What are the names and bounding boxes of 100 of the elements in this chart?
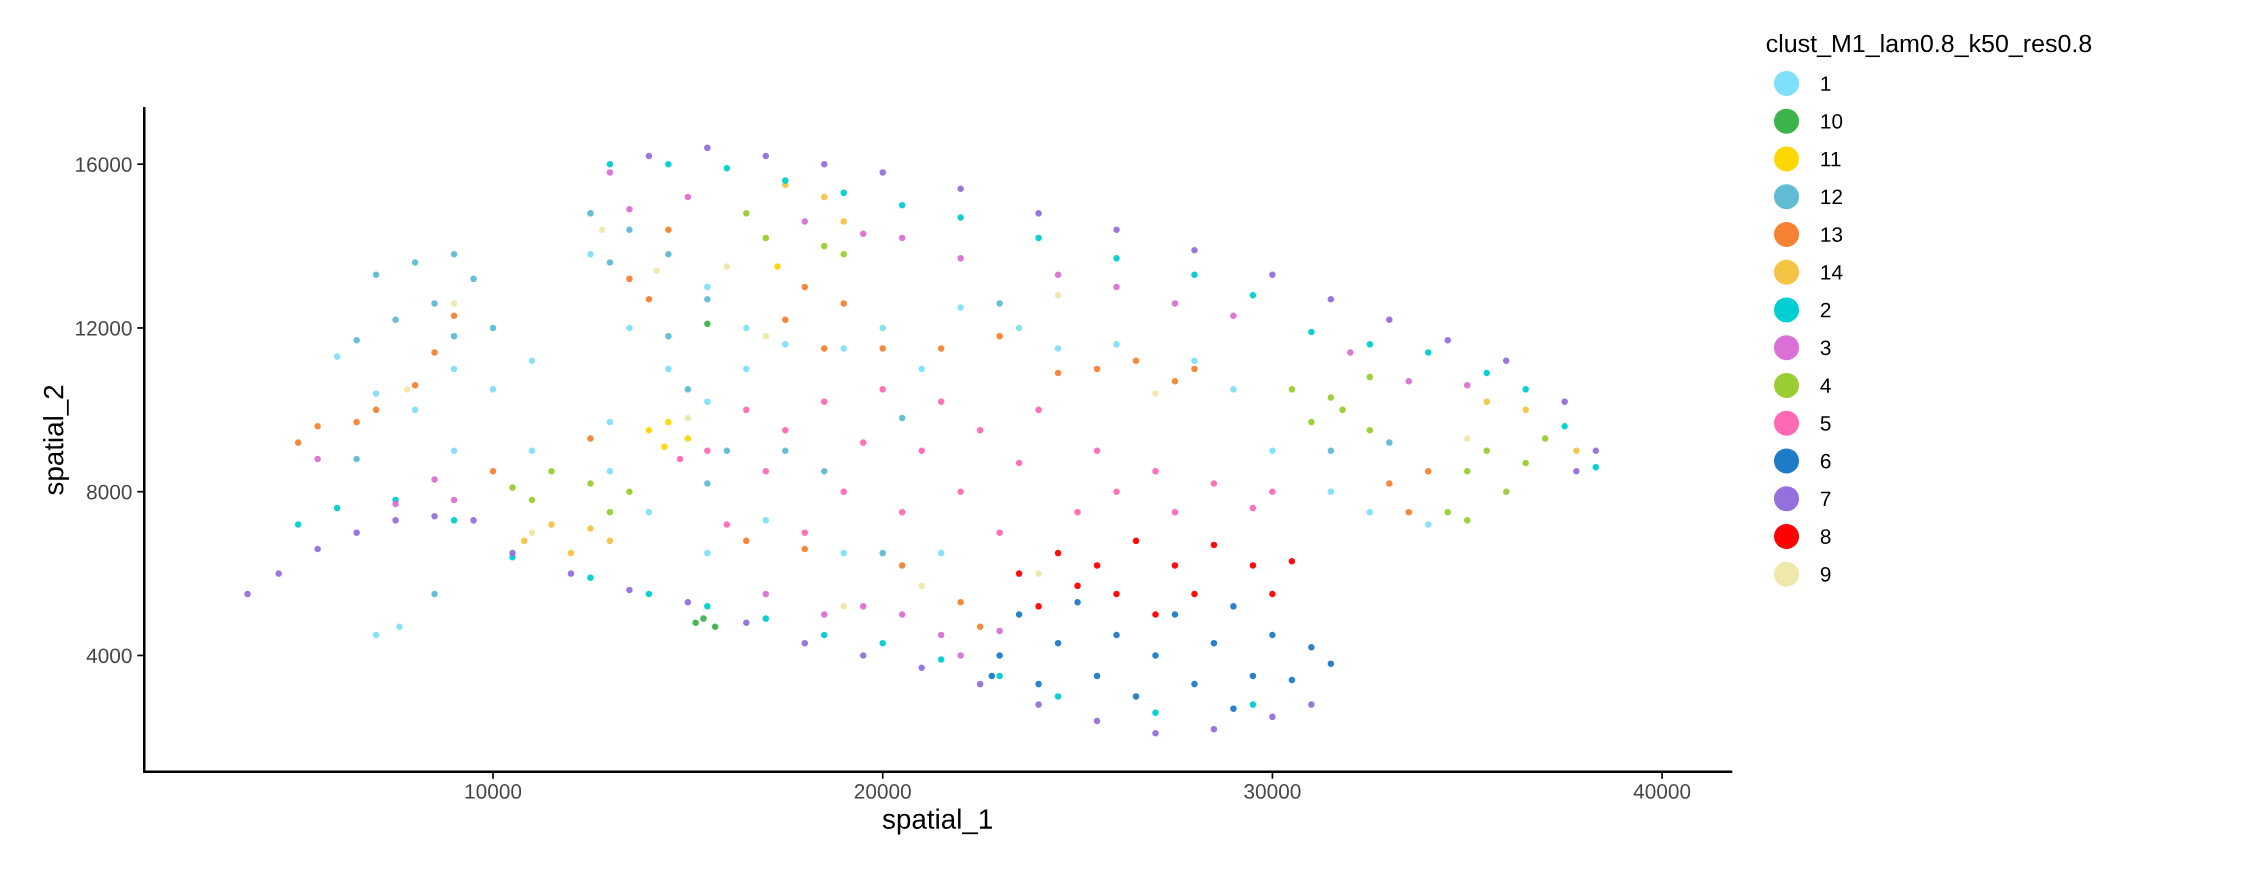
point	[314, 422, 321, 430]
point	[1152, 729, 1159, 737]
point	[392, 500, 399, 508]
point	[1522, 406, 1529, 414]
point	[333, 353, 341, 360]
legend-label: 13	[1821, 227, 1843, 242]
point	[996, 652, 1003, 659]
point	[509, 549, 516, 557]
point	[782, 427, 789, 434]
point	[1327, 660, 1335, 667]
point	[1230, 603, 1237, 610]
point	[450, 300, 458, 307]
point	[684, 414, 692, 422]
legend-label: 3	[1820, 340, 1831, 356]
point	[372, 631, 380, 639]
point	[801, 529, 809, 536]
point	[470, 517, 477, 524]
point	[244, 590, 251, 598]
point	[528, 529, 536, 536]
point	[1113, 283, 1120, 291]
point	[548, 467, 555, 475]
point	[372, 271, 380, 278]
point	[704, 283, 711, 291]
point	[1152, 709, 1159, 717]
point	[684, 435, 692, 442]
point	[704, 447, 711, 455]
point	[528, 357, 536, 364]
point	[1483, 398, 1490, 405]
point	[918, 365, 925, 373]
point	[626, 275, 633, 283]
point	[1152, 390, 1159, 397]
point	[1210, 725, 1218, 733]
point	[1152, 611, 1159, 618]
point	[898, 201, 906, 209]
point	[1308, 328, 1315, 336]
point	[1171, 508, 1179, 516]
point	[1269, 447, 1276, 455]
point	[1035, 406, 1042, 414]
point	[1035, 210, 1042, 217]
point	[743, 537, 750, 545]
legend-label: 9	[1820, 566, 1831, 582]
point	[645, 508, 653, 516]
point	[294, 521, 302, 528]
point	[774, 263, 781, 270]
point	[996, 300, 1003, 307]
point	[1171, 377, 1179, 385]
point	[645, 296, 653, 303]
point	[1269, 590, 1276, 598]
point	[1191, 680, 1198, 688]
point	[1093, 672, 1101, 680]
point	[1249, 291, 1257, 299]
point	[937, 345, 945, 352]
point	[840, 251, 848, 258]
point	[859, 603, 867, 610]
point	[840, 549, 848, 557]
point	[587, 525, 594, 532]
point	[976, 427, 984, 434]
point	[704, 549, 711, 557]
legend-label: 12	[1821, 189, 1842, 204]
point	[353, 455, 360, 463]
point	[392, 517, 399, 524]
point	[1113, 590, 1120, 598]
point	[665, 251, 672, 258]
point	[859, 230, 867, 238]
point	[606, 537, 614, 545]
point	[1327, 447, 1335, 455]
point	[567, 549, 575, 557]
point	[801, 639, 809, 647]
point	[1339, 406, 1346, 414]
point	[1483, 447, 1490, 455]
point	[1249, 672, 1257, 680]
point	[1171, 562, 1179, 569]
point	[333, 504, 341, 512]
point	[1502, 357, 1510, 364]
y-tick-label: 12000	[76, 320, 132, 336]
legend-label: 2	[1820, 302, 1831, 318]
point	[661, 443, 668, 450]
point	[840, 488, 848, 495]
point	[1288, 558, 1296, 565]
point	[1132, 357, 1140, 364]
point	[1191, 357, 1198, 364]
point	[937, 398, 945, 405]
point	[1113, 226, 1120, 233]
point	[918, 447, 925, 455]
point	[489, 467, 497, 475]
legend-label: 8	[1820, 529, 1831, 544]
legend-label: 1	[1821, 76, 1831, 91]
point	[1249, 701, 1257, 708]
point	[1483, 369, 1490, 377]
point	[528, 496, 536, 504]
point	[704, 144, 711, 152]
point	[1093, 365, 1101, 373]
point	[1054, 549, 1062, 557]
point	[898, 562, 906, 569]
point	[821, 242, 828, 250]
point	[626, 586, 633, 594]
point	[723, 521, 731, 528]
point	[996, 529, 1003, 536]
point	[996, 627, 1003, 635]
point	[1230, 386, 1237, 393]
